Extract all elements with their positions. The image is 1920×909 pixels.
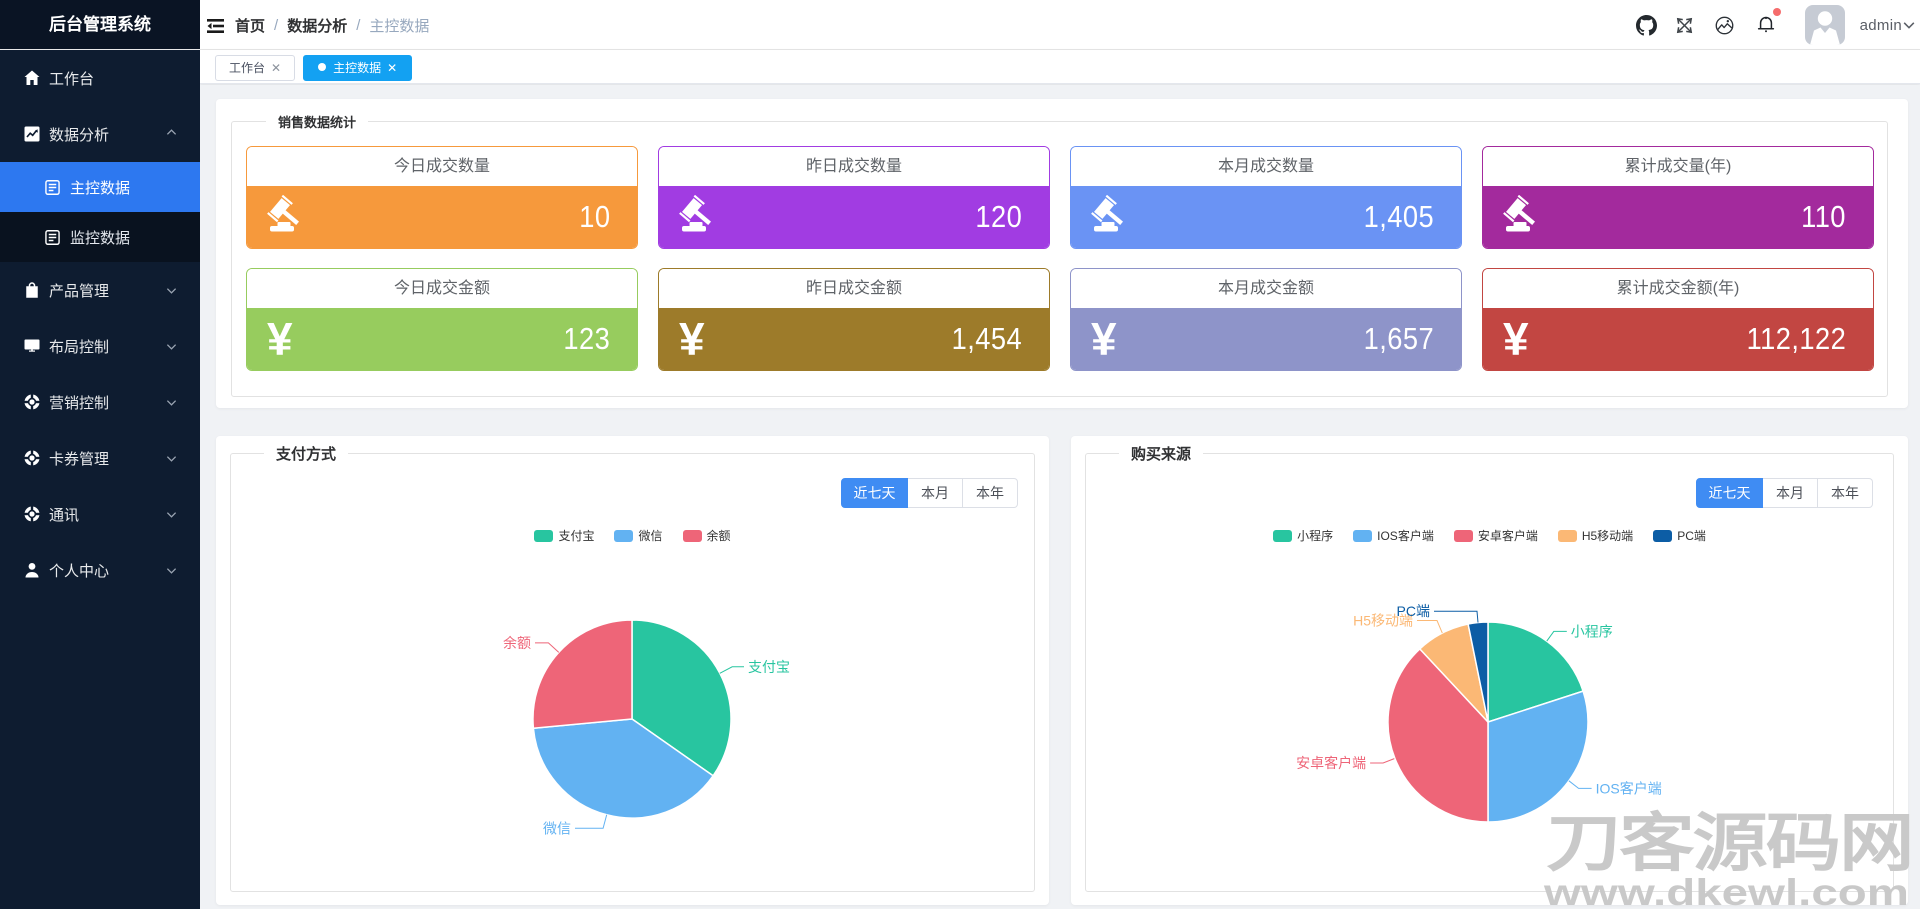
svg-text:微信: 微信 [543, 820, 571, 836]
svg-text:小程序: 小程序 [1571, 623, 1613, 639]
svg-text:余额: 余额 [503, 635, 531, 651]
svg-text:PC端: PC端 [1397, 603, 1430, 619]
svg-text:IOS客户端: IOS客户端 [1596, 780, 1662, 796]
svg-text:支付宝: 支付宝 [748, 659, 790, 675]
svg-text:安卓客户端: 安卓客户端 [1296, 755, 1366, 771]
svg-text:H5移动端: H5移动端 [1353, 613, 1413, 629]
